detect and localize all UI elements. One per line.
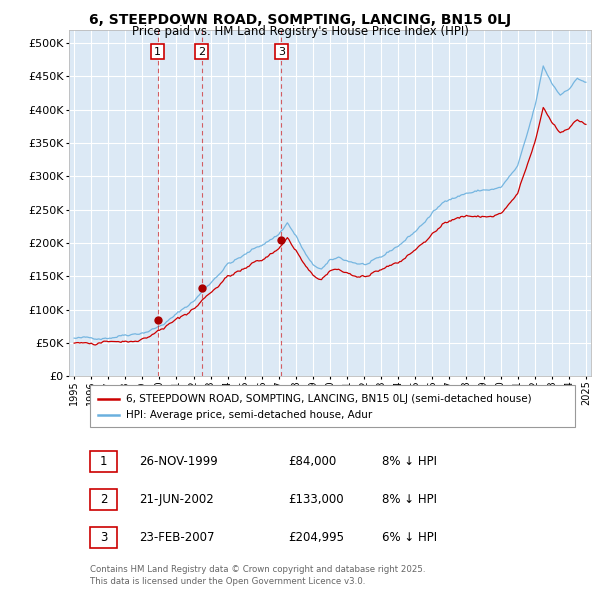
Text: 26-NOV-1999: 26-NOV-1999 bbox=[139, 455, 218, 468]
Text: £204,995: £204,995 bbox=[288, 531, 344, 544]
Text: 21-JUN-2002: 21-JUN-2002 bbox=[139, 493, 214, 506]
Text: 6, STEEPDOWN ROAD, SOMPTING, LANCING, BN15 0LJ: 6, STEEPDOWN ROAD, SOMPTING, LANCING, BN… bbox=[89, 13, 511, 27]
FancyBboxPatch shape bbox=[90, 489, 117, 510]
FancyBboxPatch shape bbox=[90, 385, 575, 427]
Text: 6, STEEPDOWN ROAD, SOMPTING, LANCING, BN15 0LJ (semi-detached house): 6, STEEPDOWN ROAD, SOMPTING, LANCING, BN… bbox=[127, 394, 532, 404]
Text: 3: 3 bbox=[100, 531, 107, 544]
FancyBboxPatch shape bbox=[90, 451, 117, 472]
Text: 2: 2 bbox=[198, 47, 205, 57]
Text: 2: 2 bbox=[100, 493, 107, 506]
Text: 1: 1 bbox=[100, 455, 107, 468]
Text: 1: 1 bbox=[154, 47, 161, 57]
FancyBboxPatch shape bbox=[90, 527, 117, 548]
Text: Contains HM Land Registry data © Crown copyright and database right 2025.: Contains HM Land Registry data © Crown c… bbox=[90, 565, 425, 573]
Text: 8% ↓ HPI: 8% ↓ HPI bbox=[382, 493, 437, 506]
Text: This data is licensed under the Open Government Licence v3.0.: This data is licensed under the Open Gov… bbox=[90, 577, 365, 586]
Text: £133,000: £133,000 bbox=[288, 493, 344, 506]
Text: Price paid vs. HM Land Registry's House Price Index (HPI): Price paid vs. HM Land Registry's House … bbox=[131, 25, 469, 38]
Text: 3: 3 bbox=[278, 47, 285, 57]
Text: 6% ↓ HPI: 6% ↓ HPI bbox=[382, 531, 437, 544]
Text: HPI: Average price, semi-detached house, Adur: HPI: Average price, semi-detached house,… bbox=[127, 411, 373, 421]
Text: £84,000: £84,000 bbox=[288, 455, 337, 468]
Text: 8% ↓ HPI: 8% ↓ HPI bbox=[382, 455, 437, 468]
Text: 23-FEB-2007: 23-FEB-2007 bbox=[139, 531, 215, 544]
